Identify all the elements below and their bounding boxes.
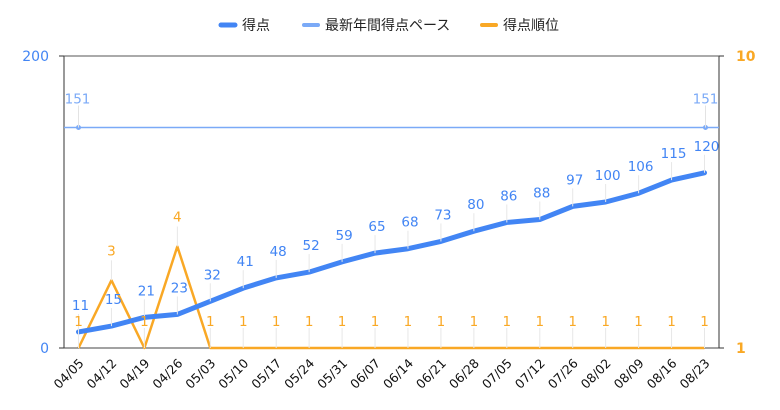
left-axis-max-label: 200	[22, 49, 49, 65]
rank-data-label: 3	[107, 243, 116, 259]
score-data-label: 59	[335, 228, 352, 244]
rank-data-label: 1	[437, 314, 446, 330]
legend: 得点 最新年間得点ペース 得点順位	[218, 17, 559, 34]
rank-data-label: 1	[700, 314, 709, 330]
rank-data-label: 1	[140, 314, 149, 330]
score-data-label: 106	[628, 159, 654, 175]
score-data-label: 23	[171, 280, 188, 296]
x-tick-label: 04/19	[116, 355, 152, 391]
score-data-label: 68	[401, 215, 418, 231]
score-data-label: 52	[303, 238, 320, 254]
score-data-label: 48	[270, 244, 287, 260]
x-tick-label: 05/24	[281, 355, 317, 391]
x-tick-label: 07/12	[512, 356, 548, 392]
x-tick-label: 06/07	[347, 356, 383, 392]
score-data-label: 15	[105, 292, 122, 308]
pace-data-label: 151	[693, 92, 719, 108]
rank-data-label: 1	[568, 314, 577, 330]
rank-data-label: 1	[470, 314, 479, 330]
score-data-label: 115	[661, 146, 687, 162]
score-data-label: 120	[694, 139, 720, 155]
rank-data-label: 1	[601, 314, 610, 330]
score-data-label: 88	[533, 186, 550, 202]
x-tick-label: 08/16	[644, 355, 680, 391]
x-tick-label: 08/23	[677, 356, 713, 392]
score-data-label: 65	[368, 219, 385, 235]
x-tick-label: 04/12	[83, 356, 119, 392]
x-tick-label: 08/09	[611, 355, 647, 391]
x-tick-label: 05/31	[314, 356, 350, 392]
score-data-label: 97	[566, 172, 583, 188]
x-tick-label: 05/03	[182, 356, 218, 392]
right-axis-max-label: 10	[736, 49, 756, 65]
x-tick-label: 05/17	[248, 356, 284, 392]
legend-item-score-label: 得点	[242, 17, 270, 34]
score-data-label: 80	[467, 197, 484, 213]
x-tick-label: 06/21	[413, 356, 449, 392]
score-data-label: 86	[500, 188, 517, 204]
rank-data-label: 1	[667, 314, 676, 330]
x-tick-label: 07/05	[479, 356, 515, 392]
x-tick-label: 08/02	[578, 356, 614, 392]
pace-point	[76, 125, 81, 131]
series-layer	[64, 125, 719, 350]
rank-data-label: 1	[371, 314, 380, 330]
rank-data-label: 4	[173, 210, 182, 226]
rank-line	[77, 245, 705, 350]
x-tick-label: 06/14	[380, 355, 416, 391]
legend-item-pace-label: 最新年間得点ペース	[325, 17, 450, 34]
score-data-label: 73	[434, 207, 451, 223]
rank-data-label: 1	[305, 314, 314, 330]
score-data-label: 21	[138, 283, 155, 299]
x-tick-label: 06/28	[446, 355, 482, 391]
rank-data-label: 1	[74, 314, 83, 330]
score-data-label: 32	[204, 267, 221, 283]
x-tick-label: 07/26	[545, 355, 581, 391]
pace-point	[703, 125, 708, 131]
x-tick-label: 05/10	[215, 355, 251, 391]
right-axis-min-label: 1	[736, 341, 746, 357]
legend-item-rank-label: 得点順位	[503, 17, 559, 34]
score-data-label: 41	[237, 254, 254, 270]
x-tick-label: 04/26	[149, 355, 185, 391]
pace-data-label: 151	[65, 92, 91, 108]
rank-data-label: 1	[634, 314, 643, 330]
tick-labels: 200010104/0504/1204/1904/2605/0305/1005/…	[22, 49, 755, 392]
rank-data-label: 1	[535, 314, 544, 330]
x-tick-label: 04/05	[51, 356, 87, 392]
rank-data-label: 1	[239, 314, 248, 330]
score-line	[76, 170, 707, 335]
rank-data-label: 1	[272, 314, 281, 330]
score-data-label: 11	[72, 298, 89, 314]
left-axis-min-label: 0	[40, 341, 49, 357]
rank-data-label: 1	[206, 314, 215, 330]
rank-data-label: 1	[404, 314, 413, 330]
score-data-label: 100	[595, 168, 621, 184]
rank-data-label: 1	[503, 314, 512, 330]
rank-data-label: 1	[338, 314, 347, 330]
